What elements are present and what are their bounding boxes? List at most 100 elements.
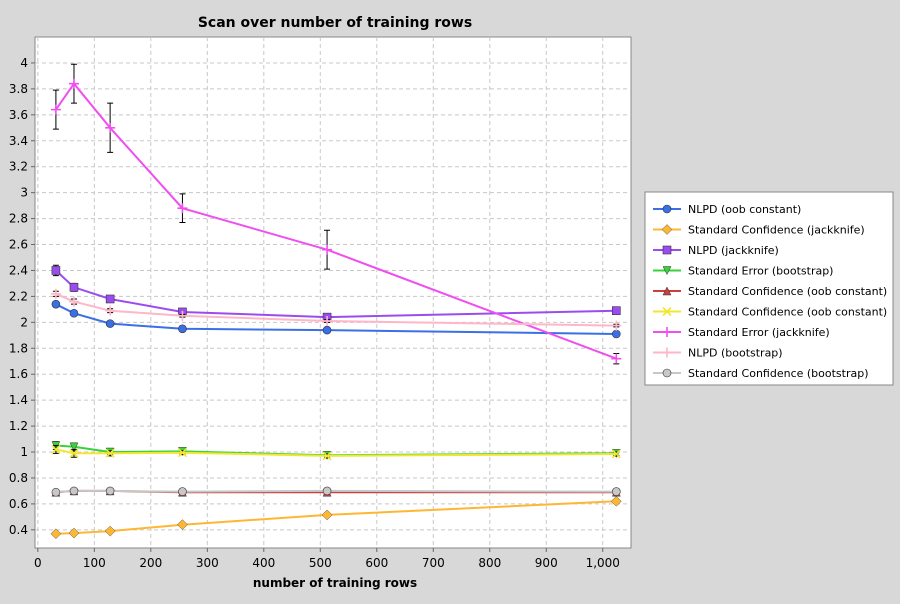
legend-marker: [662, 306, 672, 317]
data-point: [612, 487, 621, 496]
y-tick-label: 3.8: [9, 82, 28, 96]
legend-item-8: NLPD (bootstrap): [653, 347, 783, 360]
legend: NLPD (oob constant) Standard Confidence (…: [644, 191, 894, 386]
y-tick-label: 3: [20, 186, 28, 200]
y-tick-label: 1.6: [9, 367, 28, 381]
data-point: [177, 519, 188, 531]
y-tick-label: 2.6: [9, 238, 28, 252]
x-tick-label: 300: [196, 556, 219, 570]
legend-box: [644, 191, 894, 386]
data-point: [105, 486, 115, 496]
legend-item-9: Standard Confidence (bootstrap): [653, 367, 869, 380]
data-point: [321, 509, 333, 521]
legend-marker: [662, 368, 672, 378]
legend-label: NLPD (jackknife): [688, 244, 779, 257]
data-point: [105, 319, 115, 328]
legend-label: Standard Confidence (jackknife): [688, 224, 865, 237]
data-point: [50, 288, 61, 299]
chart-title: Scan over number of training rows: [198, 15, 472, 31]
y-tick-label: 2.2: [9, 289, 28, 303]
legend-marker: [662, 204, 672, 214]
x-tick-label: 700: [422, 556, 445, 570]
data-point: [177, 310, 188, 321]
x-tick-label: 400: [252, 556, 275, 570]
y-tick-label: 0.8: [9, 471, 28, 485]
data-point: [105, 294, 115, 304]
data-point: [610, 495, 622, 507]
series-6: [51, 444, 621, 461]
x-tick-label: 200: [139, 556, 162, 570]
x-tick-label: 800: [478, 556, 501, 570]
data-point: [105, 305, 116, 316]
data-point: [177, 203, 188, 214]
series-7: [50, 63, 622, 365]
data-point: [322, 451, 332, 461]
series-2: [50, 495, 622, 540]
series-layer: [50, 63, 622, 540]
legend-item-2: Standard Confidence (jackknife): [653, 224, 865, 237]
legend-label: Standard Confidence (oob constant): [688, 285, 887, 298]
y-tick-label: 1.8: [9, 341, 28, 355]
y-tick-label: 2.8: [9, 212, 28, 226]
data-point: [51, 444, 61, 454]
series-8: [50, 288, 622, 331]
y-tick-label: 1: [20, 445, 28, 459]
y-tick-label: 0.6: [9, 497, 28, 511]
x-tick-label: 600: [365, 556, 388, 570]
legend-item-4: Standard Error (bootstrap): [653, 265, 833, 278]
data-point: [177, 448, 188, 458]
data-point: [105, 122, 116, 133]
legend-item-5: Standard Confidence (oob constant): [653, 285, 887, 298]
legend-marker: [662, 245, 672, 255]
data-point: [50, 528, 62, 540]
data-point: [611, 353, 622, 364]
data-point: [69, 442, 79, 452]
data-point: [612, 329, 621, 339]
x-axis-label: number of training rows: [253, 576, 417, 590]
data-point: [68, 527, 80, 539]
legend-marker: [662, 286, 672, 296]
data-point: [322, 325, 332, 335]
legend-label: NLPD (bootstrap): [688, 347, 783, 360]
data-point: [51, 487, 61, 497]
data-point: [51, 299, 61, 309]
legend-label: Standard Confidence (bootstrap): [688, 367, 869, 380]
legend-item-7: Standard Error (jackknife): [653, 326, 830, 339]
y-tick-label: 3.2: [9, 160, 28, 174]
plot-area: [34, 36, 632, 549]
y-tick-label: 4: [20, 56, 28, 70]
legend-marker: [661, 224, 673, 235]
legend-marker: [662, 266, 672, 276]
axes: 0.4 0.6 0.8 1 1.2 1.4 1.6 1.8 2 2.2 2.4 2.6 2.8 3 3.2 3…: [9, 56, 620, 570]
data-point: [69, 308, 79, 318]
x-tick-label: 1,000: [586, 556, 620, 570]
y-tick-label: 3.4: [9, 134, 28, 148]
data-point: [68, 78, 79, 89]
legend-label: NLPD (oob constant): [688, 203, 801, 216]
legend-label: Standard Confidence (oob constant): [688, 306, 887, 319]
data-point: [68, 296, 79, 307]
legend-marker: [662, 327, 672, 337]
series-9: [51, 486, 621, 497]
data-point: [611, 320, 622, 331]
y-tick-label: 1.2: [9, 419, 28, 433]
legend-label: Standard Error (bootstrap): [688, 265, 833, 278]
y-tick-label: 1.4: [9, 393, 28, 407]
data-point: [611, 449, 621, 459]
grid-lines: [35, 37, 631, 548]
y-tick-label: 2.4: [9, 263, 28, 277]
data-point: [105, 448, 115, 458]
data-point: [322, 316, 333, 327]
data-point: [51, 266, 61, 275]
data-point: [69, 283, 79, 292]
legend-item-1: NLPD (oob constant): [653, 203, 801, 216]
data-point: [322, 244, 333, 255]
data-point: [178, 324, 187, 334]
series-1: [51, 299, 621, 339]
legend-label: Standard Error (jackknife): [688, 326, 830, 339]
x-tick-label: 500: [309, 556, 332, 570]
x-tick-label: 900: [535, 556, 558, 570]
data-point: [104, 525, 116, 537]
